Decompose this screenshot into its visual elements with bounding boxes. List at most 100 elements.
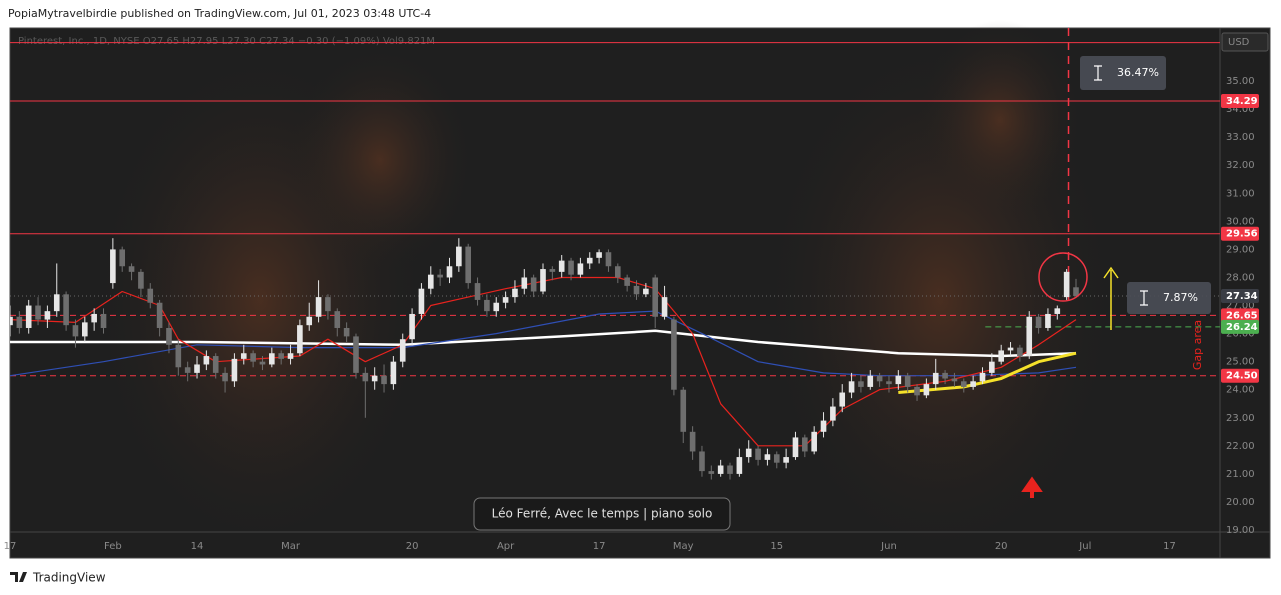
candle-body [231,358,238,382]
candle-body [91,313,97,323]
x-tick-label: Feb [104,541,122,552]
candle-body [1054,308,1061,314]
price-tag-label: 29.56 [1226,229,1258,240]
candle-body [830,406,836,421]
y-tick-label: 20.00 [1226,497,1255,508]
yellow-arrow [1103,266,1119,330]
candle-body [605,252,612,267]
y-tick-label: 19.00 [1226,525,1255,536]
candle-body [35,305,41,320]
candle-body [474,283,481,300]
candle-body [661,297,668,317]
candle-body [82,322,88,337]
candle-body [904,375,911,387]
candle-body [119,249,126,267]
y-tick-label: 35.00 [1226,76,1255,87]
candle-body [1045,313,1051,328]
candle-body [652,277,659,317]
candle-body [643,288,649,295]
candle-body [259,361,266,365]
y-tick-label: 31.00 [1226,188,1255,199]
candle-body [502,297,509,303]
candle-body [1073,287,1079,296]
candle-body [63,294,69,326]
candle-body [287,353,294,359]
candle-body [278,353,284,359]
candle-body [175,344,182,368]
candle-body [465,246,471,284]
candle-body [951,378,958,382]
candle-body [10,316,13,326]
symbol-legend: Pinterest, Inc., 1D, NYSE O27.65 H27.95 … [18,36,435,47]
candle-body [680,389,687,432]
x-tick-label: 20 [406,541,419,552]
candle-body [315,297,322,317]
footer-brand: TradingView [32,571,106,585]
y-tick-label: 30.00 [1226,216,1255,227]
candle-body [371,375,378,382]
x-tick-label: 17 [593,541,606,552]
x-tick-label: 15 [770,541,783,552]
candle-body [848,381,855,393]
candle-body [390,361,397,385]
candle-body [110,249,116,284]
candle-body [820,420,827,432]
candle-body [914,386,920,396]
currency: USD [1228,37,1250,48]
candle-body [923,384,930,396]
candle-body [792,437,799,458]
candle-body [633,285,640,295]
candle-body [362,372,369,382]
candle-body [493,302,500,312]
candle-body [128,266,135,272]
candle-body [998,350,1004,362]
y-tick-label: 23.00 [1226,413,1255,424]
indicator-line [898,351,1077,394]
candle-body [764,454,771,460]
red-arrow [1021,476,1043,498]
y-tick-label: 24.00 [1226,385,1255,396]
candle-body [399,339,406,362]
candle-body [184,367,191,373]
candle-body [727,465,733,474]
candle-body [212,356,219,373]
candle-body [409,313,415,340]
price-tag [1221,288,1259,303]
y-tick-label: 26.00 [1226,329,1255,340]
candle-body [783,457,789,463]
candle-body [381,375,387,385]
candle-body [25,305,32,328]
candle-body [540,269,546,292]
candle-body [773,454,780,463]
candle-body [1035,316,1042,328]
candle-body [1017,347,1023,357]
candle-body [222,372,228,382]
plot-area [10,28,1220,480]
background-image [100,20,1110,550]
candle-body [671,319,677,390]
candle-body [44,311,51,320]
price-tag-label: 34.29 [1226,96,1258,107]
candle-body [194,364,200,373]
candle-body [269,353,275,365]
y-tick-label: 21.00 [1226,469,1255,480]
candle-body [456,246,462,267]
candle-body [530,277,537,292]
candle-body [689,431,696,452]
y-tick-label: 22.00 [1226,441,1255,452]
candle-body [699,451,705,472]
music-box [473,497,731,531]
candle-body [512,288,518,298]
price-tag [1221,93,1259,108]
candle-body [586,257,593,264]
currency-box [1221,32,1269,52]
y-tick-label: 32.00 [1226,160,1255,171]
candle-body [306,316,313,326]
candle-body [839,392,846,407]
candle-body [942,372,948,379]
candle-body [979,372,986,382]
candle-body [615,266,621,278]
candle-body [156,302,163,328]
candle-body [596,252,602,258]
